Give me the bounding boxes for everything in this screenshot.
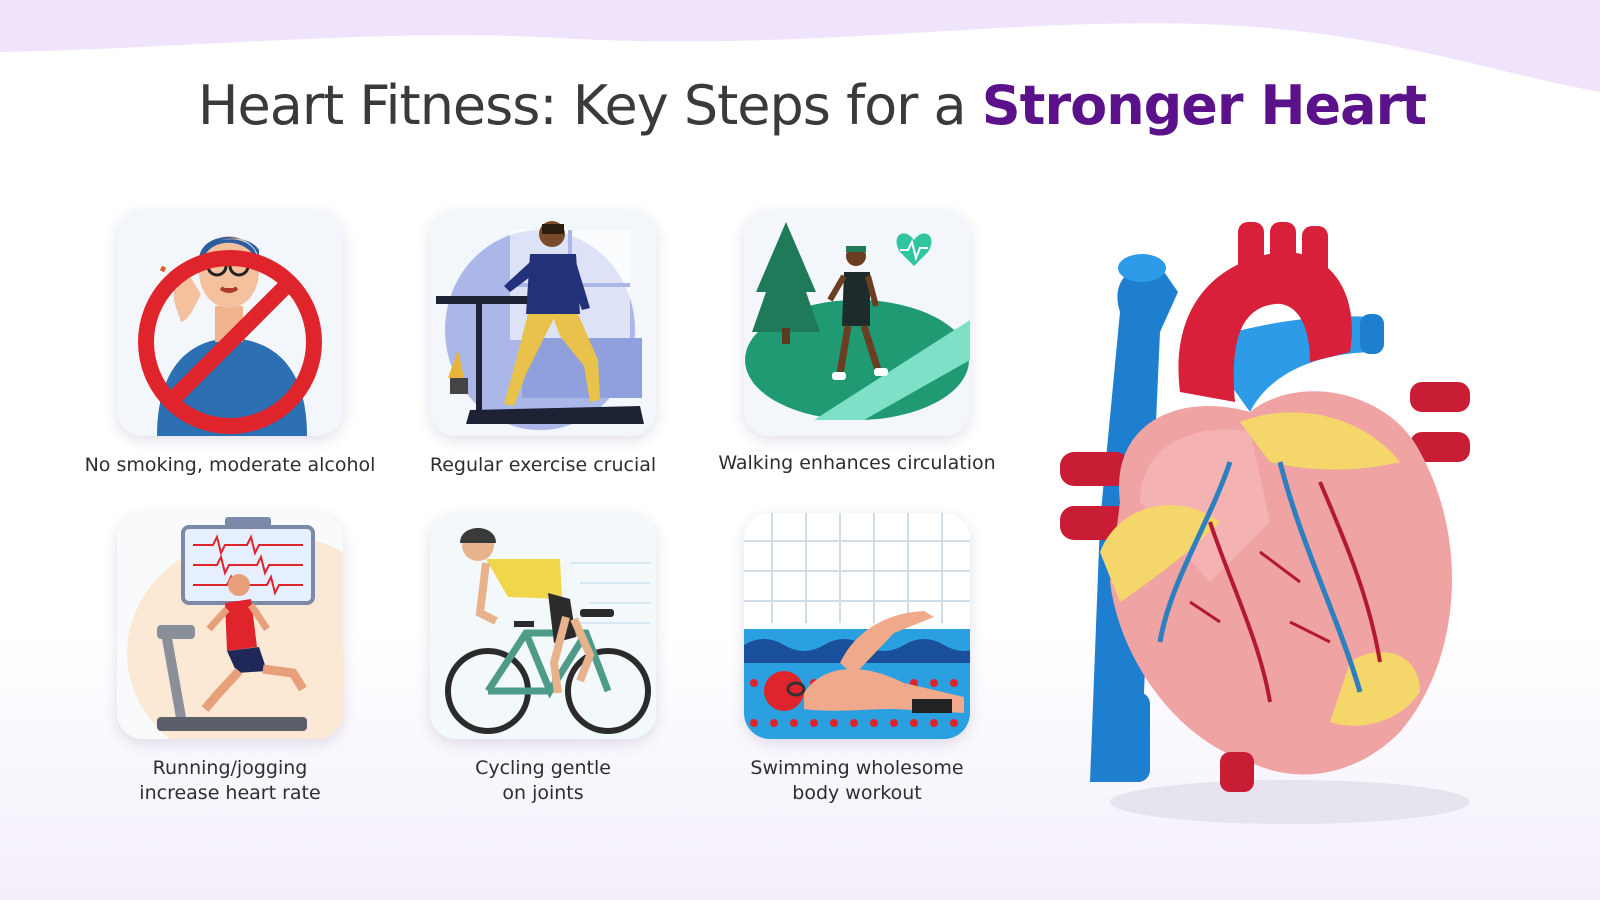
step-caption-cycling: Cycling gentle on joints [475,757,611,804]
step-card-walking [744,210,970,436]
no-smoking-icon [117,210,343,436]
step-caption-regular-exercise: Regular exercise crucial [429,454,657,476]
title-main: Heart Fitness: Key Steps for a [197,74,967,137]
step-caption-walking: Walking enhances circulation [718,452,996,474]
step-card-regular-exercise [430,210,656,436]
step-card-no-smoking [117,210,343,436]
cycling-icon [430,513,656,739]
step-card-cycling [430,513,656,739]
swimming-icon [744,513,970,739]
running-icon [117,513,343,739]
top-wave-decoration [0,0,1600,92]
title-accent: Stronger Heart [981,74,1427,137]
anatomical-heart-icon [1060,222,1470,824]
page-title: Heart Fitness: Key Steps for a Stronger … [0,74,1600,137]
step-caption-running: Running/jogging increase heart rate [139,757,321,804]
step-caption-swimming: Swimming wholesome body workout [750,757,964,804]
step-card-running [117,513,343,739]
step-caption-no-smoking: No smoking, moderate alcohol [84,454,376,476]
park-walk-icon [744,210,970,436]
step-card-swimming [744,513,970,739]
treadmill-walk-icon [430,210,656,436]
